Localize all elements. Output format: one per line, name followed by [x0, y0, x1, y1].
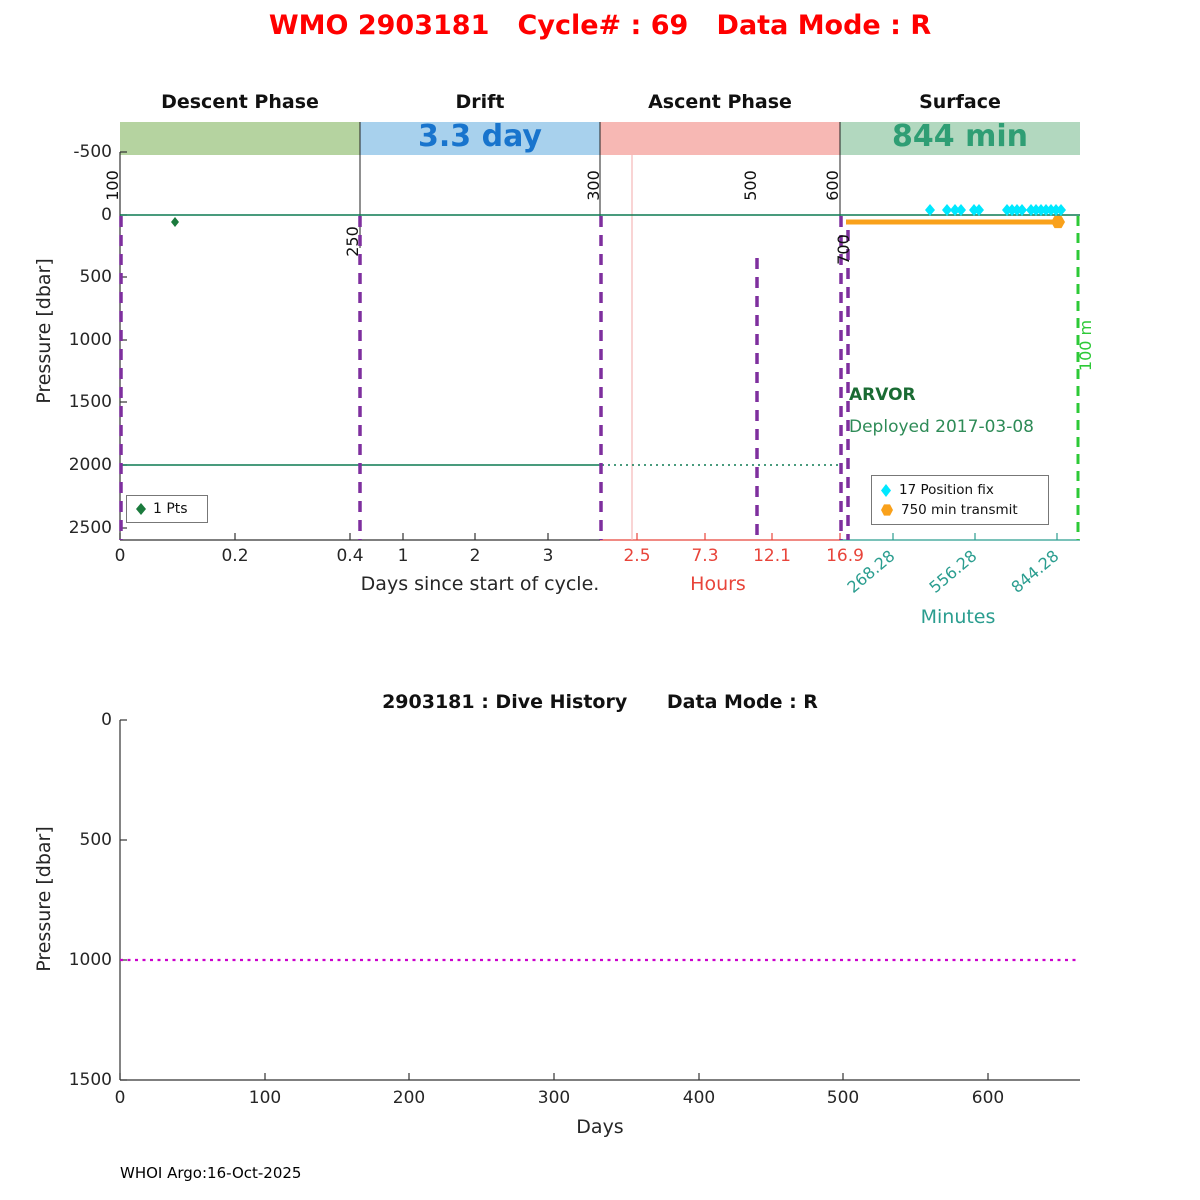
footer-text: WHOI Argo:16-Oct-2025: [120, 1164, 302, 1182]
descent-point-marker: [171, 217, 179, 227]
position-fix-legend-label: 17 Position fix: [899, 482, 994, 498]
day-xtick: 0.2: [221, 546, 249, 566]
drift-phase-header: Drift: [455, 91, 505, 113]
transmit-legend-label: 750 min transmit: [901, 502, 1018, 518]
top-ytick: 2000: [68, 455, 112, 475]
event-label-100: 100: [102, 170, 122, 201]
points-marker-icon: [136, 503, 146, 515]
hour-axis-label: Hours: [690, 573, 746, 595]
top-ytick: 2500: [68, 518, 112, 538]
depth-limit-label: 100 m: [1076, 319, 1096, 372]
bottom-ytick: 0: [101, 710, 112, 730]
bottom-axes: [119, 719, 1080, 1081]
bottom-xtick: 200: [392, 1088, 426, 1108]
bottom-xtick: 500: [826, 1088, 860, 1108]
day-xtick: 2: [469, 546, 481, 566]
day-axis-label: Days since start of cycle.: [360, 573, 600, 595]
deployed-label: Deployed 2017-03-08: [849, 417, 1034, 437]
bottom-xtick: 600: [971, 1088, 1005, 1108]
transmit-legend-row: 750 min transmit: [880, 502, 1048, 518]
drift-phase-band: [360, 122, 600, 155]
page-title: WMO 2903181 Cycle# : 69 Data Mode : R: [268, 10, 932, 41]
bottom-xtick: 100: [248, 1088, 282, 1108]
top-ytick: -500: [73, 142, 112, 162]
hour-xtick: 2.5: [623, 546, 651, 566]
dive-history-title: 2903181 : Dive History Data Mode : R: [382, 691, 818, 713]
hour-xtick: 16.9: [826, 546, 864, 566]
surface-phase-header: Surface: [919, 91, 1001, 113]
hour-xtick: 12.1: [753, 546, 791, 566]
bottom-ytick: 500: [79, 830, 112, 850]
day-xtick: 3: [542, 546, 554, 566]
top-ylabel: Pressure [dbar]: [32, 258, 55, 404]
event-label-500: 500: [740, 170, 760, 201]
bottom-xtick: 0: [114, 1088, 126, 1108]
top-ytick: 0: [101, 205, 112, 225]
event-label-600: 600: [822, 170, 842, 201]
day-xtick: 1: [397, 546, 409, 566]
bottom-ytick: 1000: [68, 950, 112, 970]
surface-duration-label: 844 min: [892, 119, 1028, 154]
drift-duration-label: 3.3 day: [418, 119, 542, 154]
event-label-300: 300: [583, 170, 603, 201]
ascent-phase-band: [600, 122, 840, 155]
top-axes-hours: [600, 533, 841, 541]
transmit-icon: [881, 504, 893, 516]
bottom-ytick: 1500: [68, 1070, 112, 1090]
descent-phase-header: Descent Phase: [161, 91, 319, 113]
hour-xtick: 7.3: [691, 546, 719, 566]
points-legend: 1 Pts: [126, 495, 208, 523]
event-label-700: 700: [833, 234, 853, 265]
top-ytick: 500: [79, 267, 112, 287]
top-ytick: 1500: [68, 392, 112, 412]
bottom-xlabel: Days: [576, 1116, 624, 1138]
position-fix-icon: [881, 483, 891, 497]
descent-phase-band: [120, 122, 360, 155]
ascent-phase-header: Ascent Phase: [648, 91, 792, 113]
top-axes-minutes: [840, 533, 1080, 541]
transmit-line: [846, 215, 1065, 229]
position-fix-legend-row: 17 Position fix: [880, 482, 1048, 498]
day-xtick: 0.4: [336, 546, 364, 566]
points-legend-label: 1 Pts: [153, 501, 188, 517]
bottom-xtick: 300: [537, 1088, 571, 1108]
float-type-label: ARVOR: [849, 385, 916, 405]
mission-event-lines: [119, 216, 850, 540]
top-ytick: 1000: [68, 330, 112, 350]
event-label-250: 250: [342, 226, 362, 257]
transmit-end-marker: [1051, 215, 1065, 229]
surface-phase-band: [840, 122, 1080, 155]
bottom-xtick: 400: [682, 1088, 716, 1108]
minute-axis-label: Minutes: [920, 606, 996, 628]
surface-legend: 17 Position fix 750 min transmit: [871, 475, 1049, 525]
day-xtick: 0: [114, 546, 126, 566]
